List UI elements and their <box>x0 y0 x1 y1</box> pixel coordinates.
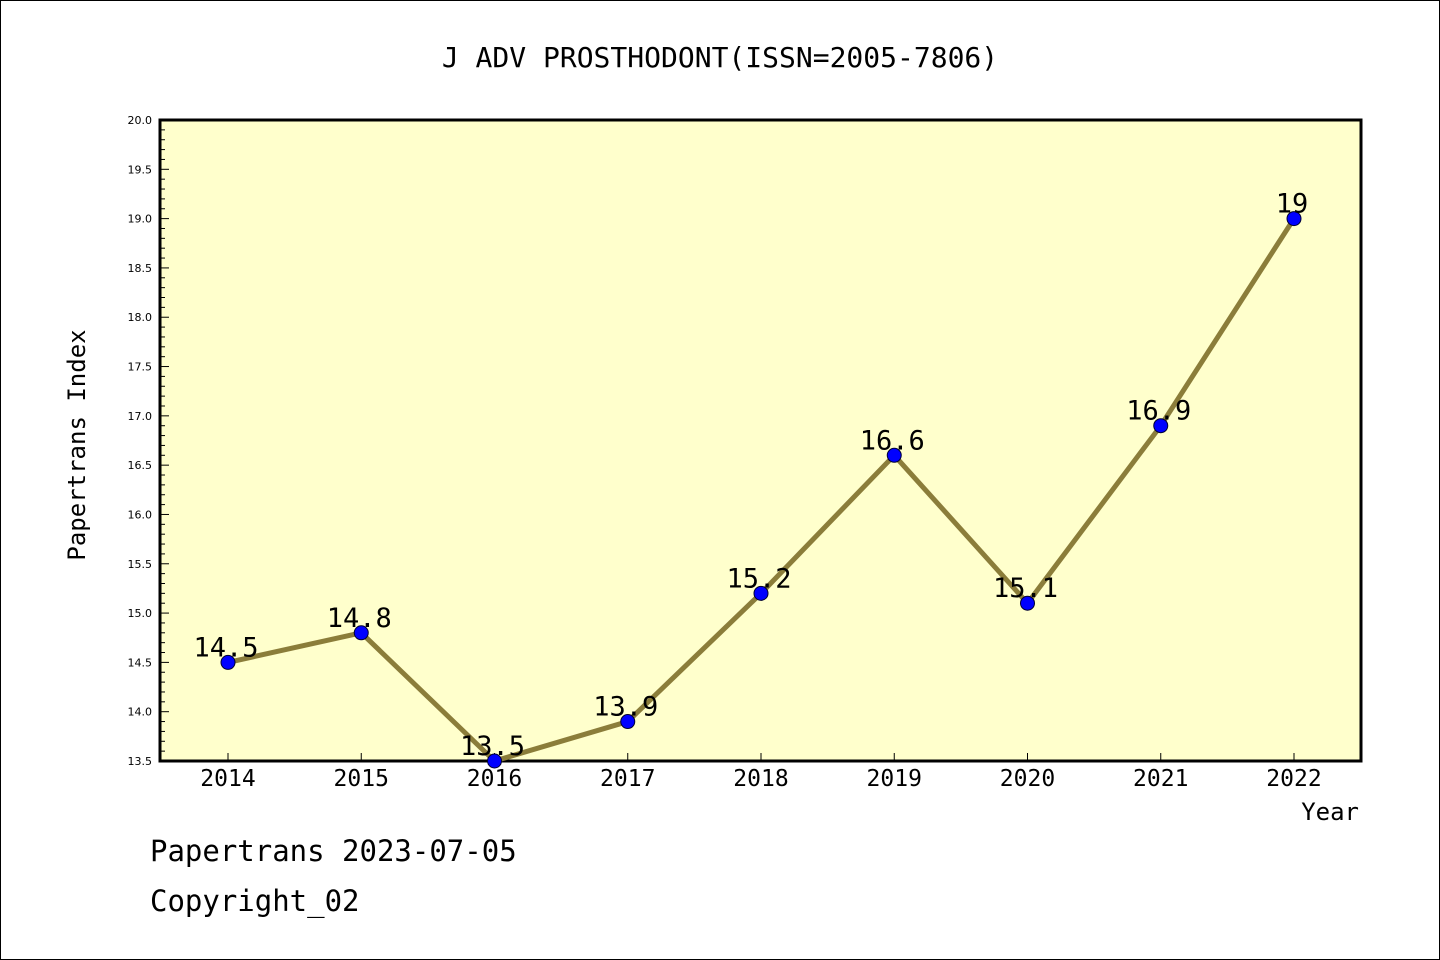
y-tick-label: 16.5 <box>128 459 153 472</box>
x-tick-label: 2020 <box>1000 766 1055 792</box>
data-label: 14.8 <box>327 603 392 634</box>
x-axis-label: Year <box>1301 798 1359 826</box>
data-point <box>1153 418 1169 434</box>
chart-title: J ADV PROSTHODONT(ISSN=2005-7806) <box>442 41 998 74</box>
x-axis: 2014 2015 2016 2017 2018 2019 2020 2021 2022 <box>200 753 1322 792</box>
y-tick-label: 14.0 <box>128 706 153 719</box>
data-labels: 14.5 14.8 13.5 13.9 15.2 16.6 15.1 16.9 19 <box>193 189 1308 762</box>
data-label: 13.9 <box>593 692 658 723</box>
y-tick-label: 18.5 <box>128 262 153 275</box>
series-points <box>220 211 1302 769</box>
data-point <box>353 625 369 641</box>
x-tick-label: 2016 <box>467 766 522 792</box>
x-tick-label: 2017 <box>600 766 655 792</box>
data-label: 14.5 <box>193 632 258 663</box>
x-tick-label: 2015 <box>334 766 389 792</box>
y-tick-label: 15.5 <box>128 558 153 571</box>
y-tick-label: 18.0 <box>128 311 153 324</box>
y-tick-label: 15.0 <box>128 607 153 620</box>
data-label: 15.1 <box>993 573 1058 604</box>
data-point <box>487 753 502 769</box>
footer-date: Papertrans 2023-07-05 <box>150 834 517 868</box>
y-tick-label: 17.5 <box>128 361 153 374</box>
x-tick-label: 2022 <box>1266 766 1321 792</box>
y-tick-label: 14.5 <box>128 656 153 669</box>
data-point <box>620 714 636 730</box>
y-axis: 13.5 14.0 14.5 15.0 15.5 16.0 16.5 17.0 17.5 18.0… <box>128 114 169 768</box>
y-tick-label: 20.0 <box>128 114 153 127</box>
data-point <box>220 654 236 670</box>
data-point <box>1020 595 1035 611</box>
data-point <box>753 585 769 601</box>
y-tick-label: 16.0 <box>128 508 153 521</box>
footer-copyright: Copyright_02 <box>150 884 360 918</box>
data-label: 13.5 <box>460 731 525 762</box>
data-label: 19 <box>1276 189 1309 220</box>
x-tick-label: 2021 <box>1133 766 1188 792</box>
plot-area <box>158 118 1363 763</box>
y-axis-label: Papertrans Index <box>63 329 91 560</box>
data-label: 16.6 <box>860 425 925 456</box>
data-point <box>886 447 902 463</box>
y-tick-label: 17.0 <box>128 410 153 423</box>
x-tick-label: 2019 <box>867 766 922 792</box>
data-label: 15.2 <box>726 563 791 594</box>
data-label: 16.9 <box>1126 396 1191 427</box>
y-tick-label: 19.5 <box>128 163 153 176</box>
data-point <box>1286 211 1302 227</box>
y-tick-label: 19.0 <box>128 213 153 226</box>
y-tick-label: 13.5 <box>128 755 153 768</box>
x-tick-label: 2014 <box>200 766 255 792</box>
x-tick-label: 2018 <box>733 766 788 792</box>
